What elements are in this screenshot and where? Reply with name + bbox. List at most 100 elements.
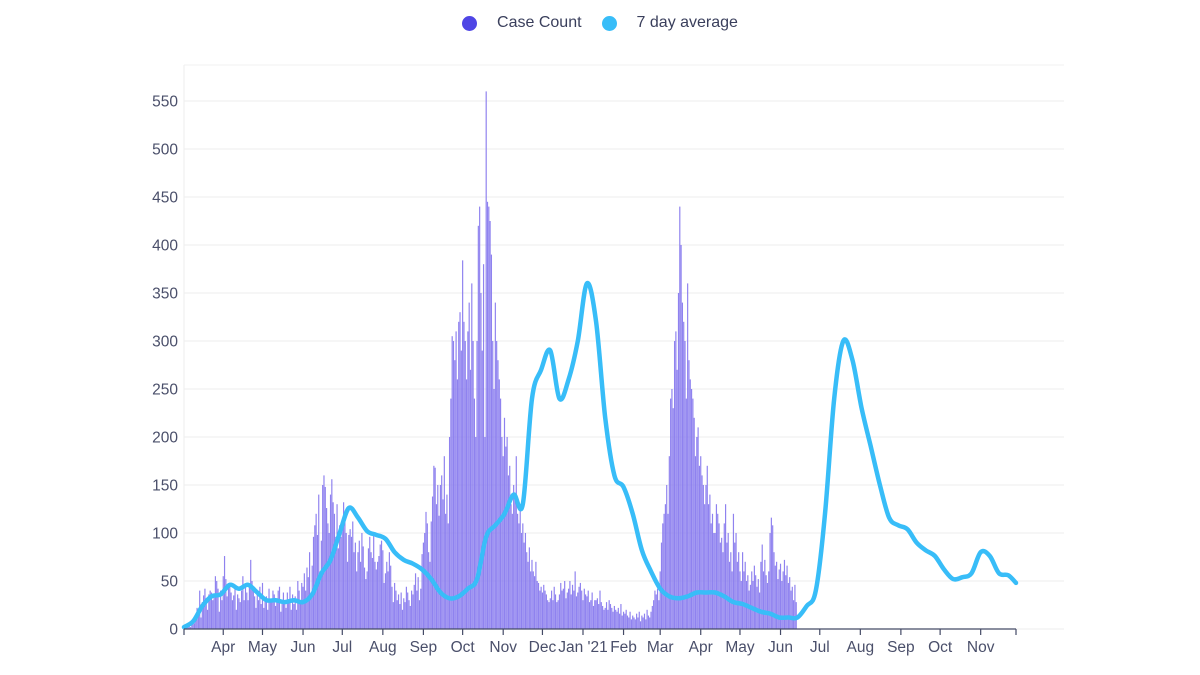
case-count-bar [297, 581, 299, 629]
case-count-bar [366, 571, 368, 629]
case-count-bar [713, 533, 715, 629]
case-count-bar [450, 398, 452, 629]
case-count-bar [467, 331, 469, 629]
case-count-bar [578, 586, 580, 629]
case-count-bar [263, 607, 265, 629]
case-count-bar [424, 533, 426, 629]
case-count-bar [514, 494, 516, 629]
case-count-bar [357, 552, 359, 629]
case-count-bar [395, 590, 397, 629]
case-count-bar [422, 542, 424, 629]
case-count-bar [193, 623, 196, 629]
case-count-bar [208, 594, 210, 629]
case-count-bar [392, 602, 394, 629]
case-count-bar [704, 504, 706, 629]
case-count-bar [482, 264, 485, 629]
case-count-bar [464, 341, 466, 629]
case-count-bar [341, 523, 343, 629]
case-count-bar [787, 582, 789, 629]
case-count-bar [730, 552, 732, 629]
case-count-bar [494, 302, 496, 629]
case-count-bar [237, 594, 239, 629]
x-tick-label: Jul [810, 639, 830, 656]
case-count-bar [646, 609, 648, 629]
case-count-bar [501, 437, 503, 629]
case-count-bar [624, 613, 626, 629]
case-count-bar [314, 525, 316, 629]
y-tick-label: 100 [152, 526, 178, 543]
legend-item-7-day-average[interactable]: 7 day average [601, 14, 738, 32]
case-count-bar [238, 598, 240, 629]
case-count-bar [592, 605, 595, 629]
case-count-bar [562, 588, 564, 629]
case-count-bar [735, 533, 737, 629]
case-count-bar [221, 600, 223, 629]
case-count-bar [305, 590, 307, 629]
case-count-bar [281, 600, 283, 629]
case-count-bar [413, 584, 415, 629]
case-count-bar [526, 552, 528, 629]
case-count-bar [585, 594, 587, 629]
case-count-bar [388, 552, 390, 629]
case-count-bar [456, 379, 458, 629]
y-tick-label: 200 [152, 430, 178, 447]
case-count-bar [539, 590, 541, 629]
case-count-bar [353, 552, 355, 629]
case-count-bar [765, 575, 767, 629]
case-count-bar [687, 283, 689, 629]
case-count-bar [201, 602, 203, 629]
case-count-bar [574, 571, 576, 629]
x-tick-label: Sep [410, 639, 438, 656]
case-count-bar [600, 602, 602, 629]
case-count-bar [680, 245, 682, 629]
case-count-bar [723, 523, 725, 629]
case-count-bar [588, 602, 591, 629]
case-count-bar [481, 350, 483, 629]
y-tick-label: 550 [152, 94, 178, 111]
case-count-bar [452, 341, 455, 629]
case-count-bar [348, 534, 350, 629]
case-count-bar [382, 550, 384, 629]
case-count-bar [222, 576, 224, 629]
case-count-bar [225, 579, 227, 629]
case-count-bar [496, 341, 498, 629]
case-count-bar [626, 615, 629, 629]
case-count-bar [761, 544, 763, 629]
case-count-bar [786, 565, 788, 629]
case-count-bar [599, 590, 601, 629]
case-count-bar [717, 513, 719, 629]
case-count-bar [517, 513, 519, 629]
case-count-bar [707, 504, 710, 629]
case-count-bar [781, 581, 783, 629]
case-count-bar [411, 590, 413, 629]
case-count-bar [302, 586, 304, 629]
case-count-bar [710, 523, 712, 629]
case-count-bar [587, 590, 589, 629]
case-count-bar [667, 513, 669, 629]
case-count-bar [319, 571, 321, 629]
case-count-bar [570, 594, 572, 629]
case-count-bar [564, 581, 566, 629]
case-count-bar [520, 533, 523, 629]
case-count-bar [499, 398, 502, 629]
case-count-bar [429, 561, 431, 629]
case-count-bar [793, 600, 795, 629]
legend-item-case-count[interactable]: Case Count [462, 14, 582, 32]
case-count-bar [778, 569, 780, 629]
case-count-bar [604, 607, 606, 629]
case-count-bar [189, 627, 192, 629]
case-count-bar [460, 350, 462, 629]
case-count-bar [346, 561, 349, 629]
case-count-bar [360, 561, 362, 629]
case-count-bar [577, 592, 579, 629]
case-count-bar [739, 571, 741, 629]
case-count-bar [543, 584, 545, 629]
case-count-bar [676, 369, 678, 629]
case-count-bar [681, 302, 684, 629]
x-axis: Apr May Jun Jul Aug Sep Oct Nov Dec Jan '21 Feb Mar… [183, 628, 1017, 656]
case-count-bar [685, 398, 687, 629]
case-count-bar [390, 565, 392, 629]
case-count-bar [290, 609, 292, 629]
case-count-bar [634, 619, 636, 629]
